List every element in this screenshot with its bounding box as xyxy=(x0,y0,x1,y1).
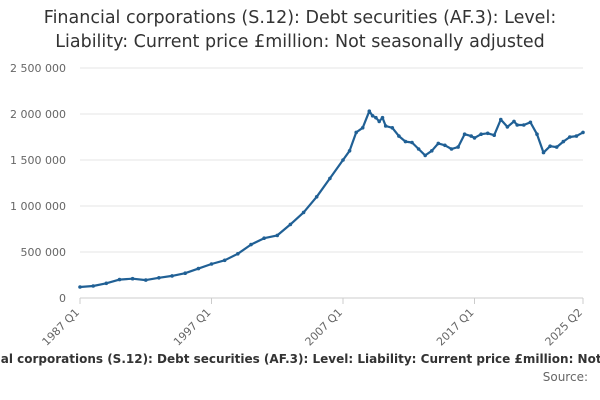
data-point xyxy=(528,120,533,125)
x-tick-label: 2017 Q1 xyxy=(434,306,477,349)
data-point xyxy=(505,125,510,129)
data-point xyxy=(249,242,253,247)
data-point xyxy=(492,133,497,137)
data-point xyxy=(288,222,293,227)
chart-title-line-1: Financial corporations (S.12): Debt secu… xyxy=(43,8,557,28)
data-point xyxy=(541,150,546,155)
data-point xyxy=(515,123,519,127)
y-tick-label: 1 000 000 xyxy=(10,200,66,213)
data-point xyxy=(130,276,135,281)
data-point xyxy=(436,141,441,146)
data-point xyxy=(341,158,345,162)
data-point xyxy=(314,195,319,199)
data-point xyxy=(262,236,266,240)
data-point xyxy=(423,153,428,158)
data-point xyxy=(449,147,454,151)
data-point xyxy=(430,149,434,153)
data-point xyxy=(196,266,201,271)
chart-caption: Financial corporations (S.12): Debt secu… xyxy=(0,352,600,368)
data-point xyxy=(222,258,227,263)
data-point xyxy=(512,119,516,124)
data-point xyxy=(78,285,82,289)
data-point xyxy=(104,281,109,286)
data-point xyxy=(499,117,503,122)
source-label: Source: xyxy=(542,370,588,384)
data-point xyxy=(328,176,332,181)
data-point xyxy=(485,131,490,136)
data-point xyxy=(561,139,566,144)
x-tick-label: 1997 Q1 xyxy=(171,306,214,349)
data-point xyxy=(377,119,382,124)
data-point xyxy=(472,136,477,140)
y-axis-tick-labels: 0 500 000 1 000 000 1 500 000 2 000 000 2 500… xyxy=(10,62,66,305)
data-point xyxy=(170,274,174,278)
data-point xyxy=(380,115,385,120)
data-point xyxy=(574,134,579,138)
data-point xyxy=(374,115,378,120)
chart-caption-text: Financial corporations (S.12): Debt secu… xyxy=(0,352,600,366)
data-point xyxy=(354,130,359,135)
data-point xyxy=(91,284,95,288)
data-point xyxy=(383,124,388,128)
y-tick-label: 1 500 000 xyxy=(10,154,66,167)
data-point xyxy=(397,134,401,138)
data-point xyxy=(443,143,447,148)
gridlines xyxy=(80,67,583,299)
data-point xyxy=(301,210,306,215)
series-layer xyxy=(78,109,585,289)
chart-title: Financial corporations (S.12): Debt secu… xyxy=(0,6,600,54)
data-point xyxy=(183,271,187,276)
data-point xyxy=(479,132,483,136)
chart-title-line-2: Liability: Current price £million: Not s… xyxy=(55,32,545,52)
series-line xyxy=(79,110,584,289)
data-point xyxy=(548,144,552,148)
data-point xyxy=(390,126,395,130)
data-point xyxy=(275,233,280,238)
data-point xyxy=(462,132,467,136)
x-tick-label: 1987 Q1 xyxy=(40,306,83,349)
data-point xyxy=(568,135,572,139)
x-tick-label: 2025 Q2 xyxy=(543,306,586,349)
y-tick-label: 0 xyxy=(59,292,66,305)
data-point xyxy=(157,276,161,280)
y-tick-label: 500 000 xyxy=(21,246,67,259)
data-point xyxy=(370,114,375,118)
data-point xyxy=(554,145,559,149)
data-point xyxy=(416,147,421,151)
data-point xyxy=(522,123,526,127)
y-tick-label: 2 500 000 xyxy=(10,62,66,75)
y-tick-label: 2 000 000 xyxy=(10,108,66,121)
data-point xyxy=(236,252,240,256)
data-point xyxy=(144,278,148,282)
data-point xyxy=(469,134,474,138)
data-point xyxy=(535,132,539,136)
data-point xyxy=(209,262,214,266)
data-point xyxy=(403,139,408,144)
data-point xyxy=(410,140,414,145)
data-point xyxy=(581,130,585,135)
x-axis: 1987 Q1 1997 Q1 2007 Q1 2017 Q1 2025 Q2 xyxy=(40,297,586,349)
data-point xyxy=(367,109,372,113)
data-point xyxy=(456,145,460,149)
data-point xyxy=(347,149,352,153)
data-point xyxy=(360,126,365,130)
x-tick-label: 2007 Q1 xyxy=(303,306,346,349)
data-point xyxy=(117,277,122,282)
